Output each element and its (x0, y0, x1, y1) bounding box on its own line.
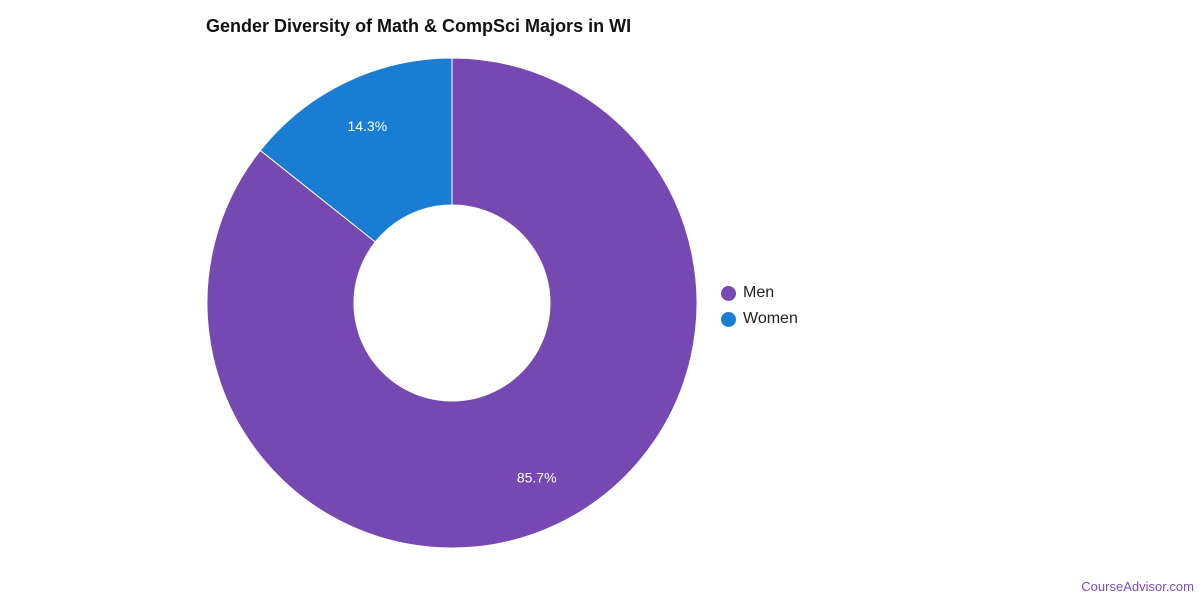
data-label-men: 85.7% (517, 469, 557, 485)
slice-women[interactable] (259, 57, 453, 243)
legend: Men Women (721, 280, 798, 332)
legend-label-men: Men (743, 284, 775, 301)
chart-title: Gender Diversity of Math & CompSci Major… (206, 16, 632, 36)
legend-label-women: Women (743, 310, 798, 327)
legend-item-men[interactable]: Men (721, 280, 798, 306)
legend-item-women[interactable]: Women (721, 306, 798, 332)
data-label-women: 14.3% (347, 118, 387, 134)
slice-men[interactable] (206, 57, 698, 549)
source-watermark[interactable]: CourseAdvisor.com (1081, 579, 1194, 594)
legend-swatch-men (721, 285, 736, 301)
legend-swatch-women (721, 311, 736, 327)
